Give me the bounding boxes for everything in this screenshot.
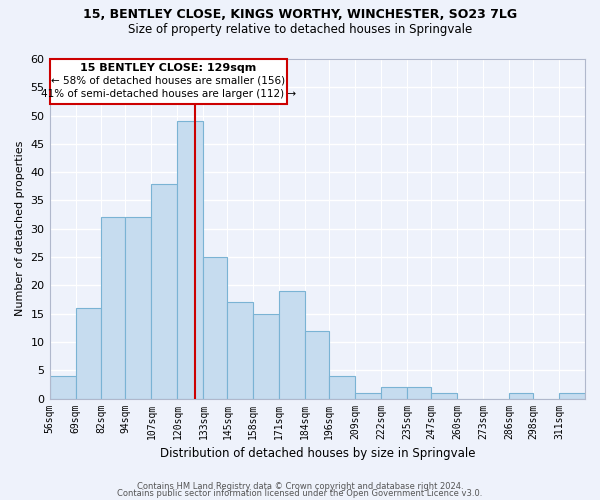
FancyBboxPatch shape — [50, 59, 287, 104]
Text: ← 58% of detached houses are smaller (156): ← 58% of detached houses are smaller (15… — [52, 76, 286, 86]
Bar — [125, 218, 151, 398]
Bar — [101, 218, 125, 398]
Text: Size of property relative to detached houses in Springvale: Size of property relative to detached ho… — [128, 22, 472, 36]
Bar — [76, 308, 101, 398]
Bar — [227, 302, 253, 398]
Bar — [151, 184, 178, 398]
Bar — [329, 376, 355, 398]
Bar — [203, 257, 227, 398]
Bar — [431, 393, 457, 398]
Text: 15 BENTLEY CLOSE: 129sqm: 15 BENTLEY CLOSE: 129sqm — [80, 63, 257, 73]
Bar — [559, 393, 585, 398]
X-axis label: Distribution of detached houses by size in Springvale: Distribution of detached houses by size … — [160, 447, 475, 460]
Bar — [305, 330, 329, 398]
Text: Contains public sector information licensed under the Open Government Licence v3: Contains public sector information licen… — [118, 490, 482, 498]
Bar — [381, 387, 407, 398]
Bar — [253, 314, 280, 398]
Bar — [50, 376, 76, 398]
Bar — [509, 393, 533, 398]
Y-axis label: Number of detached properties: Number of detached properties — [15, 141, 25, 316]
Text: 15, BENTLEY CLOSE, KINGS WORTHY, WINCHESTER, SO23 7LG: 15, BENTLEY CLOSE, KINGS WORTHY, WINCHES… — [83, 8, 517, 20]
Bar — [280, 291, 305, 399]
Bar — [178, 122, 203, 398]
Bar — [355, 393, 381, 398]
Text: 41% of semi-detached houses are larger (112) →: 41% of semi-detached houses are larger (… — [41, 90, 296, 100]
Bar — [407, 387, 431, 398]
Text: Contains HM Land Registry data © Crown copyright and database right 2024.: Contains HM Land Registry data © Crown c… — [137, 482, 463, 491]
